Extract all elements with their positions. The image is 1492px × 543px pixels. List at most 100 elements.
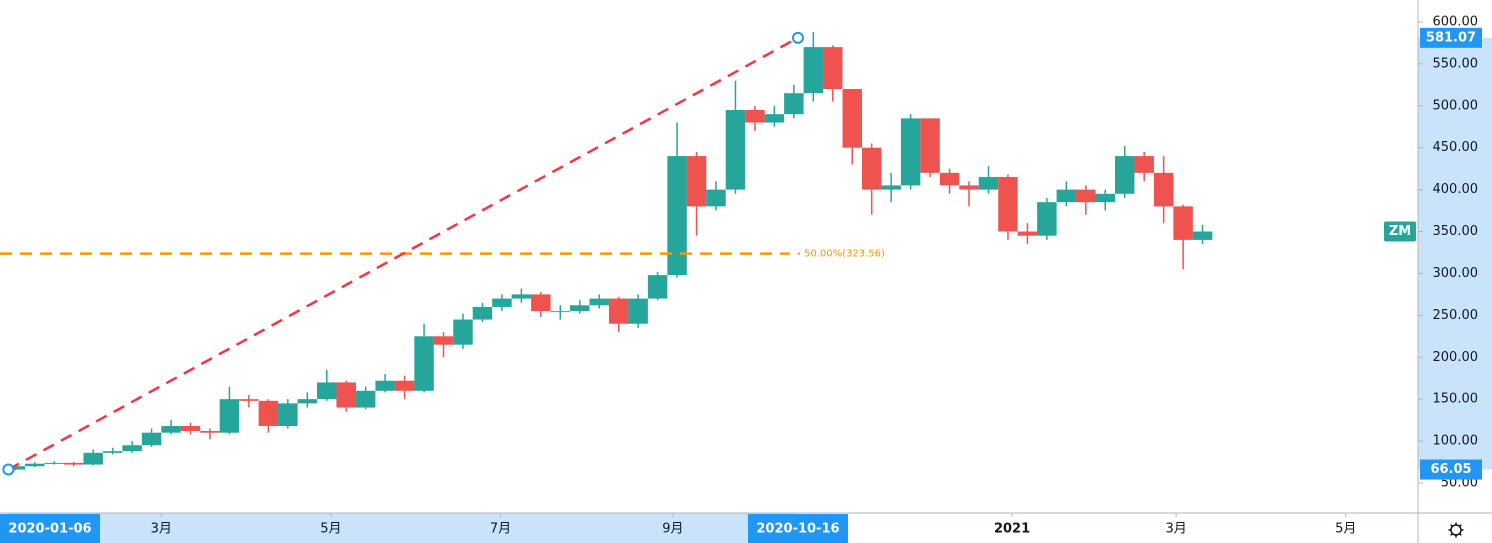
date-label-box [0, 514, 100, 543]
x-tick-label: 2021 [994, 522, 1030, 537]
candle-body [219, 399, 240, 433]
x-tick-label: 5月 [1335, 522, 1356, 537]
candle-body [570, 305, 590, 312]
y-tick-label: 550.00 [1433, 56, 1479, 71]
candle-body [550, 311, 571, 313]
trend-handle [2, 463, 15, 476]
date-label-box [747, 514, 848, 543]
candle-body [472, 306, 493, 320]
candle-body [258, 400, 279, 426]
candle-body [394, 380, 415, 391]
candle-body [686, 156, 707, 207]
candle-body [102, 451, 123, 453]
candle-body [141, 432, 162, 446]
price-label: 66.05 [1430, 462, 1471, 477]
candle-body [978, 177, 999, 190]
symbol-tag-box [1384, 221, 1416, 242]
y-tick-label: 200.00 [1433, 350, 1479, 365]
candle-body [900, 118, 921, 186]
candle-body [959, 185, 979, 190]
candle-body [180, 425, 201, 432]
candle-body [1134, 156, 1154, 173]
y-tick-label: 250.00 [1433, 308, 1479, 323]
candle-body [1076, 189, 1096, 203]
candle-body [531, 294, 551, 312]
candle-body [414, 336, 434, 391]
y-tick-label: 100.00 [1433, 434, 1479, 449]
candle-body [725, 109, 746, 190]
candle-body [706, 189, 726, 207]
candle-body [1056, 189, 1077, 203]
candle-body [803, 47, 824, 94]
candle-body [492, 298, 512, 307]
candle-body [920, 118, 940, 173]
candle-body [336, 382, 356, 408]
gear-tooth [1450, 533, 1453, 536]
candle-body [83, 452, 103, 465]
candle-body [1095, 193, 1115, 203]
candle-body [1192, 231, 1213, 240]
candle-body [842, 89, 862, 148]
date-label: 2020-01-06 [8, 522, 91, 537]
x-tick-label: 3月 [1165, 522, 1186, 537]
candle-body [5, 466, 26, 470]
y-tick-label: 500.00 [1433, 98, 1479, 113]
candle-body [63, 462, 84, 465]
price-label: 581.07 [1426, 30, 1476, 45]
candle-body [667, 156, 687, 276]
candle-body [297, 399, 318, 404]
candle-body [375, 380, 395, 391]
gear-ring [1450, 524, 1462, 536]
gear-tooth [1459, 533, 1462, 536]
candle-body [25, 463, 45, 467]
candle-body [628, 298, 648, 324]
candle-body [433, 336, 454, 345]
candle-body [861, 147, 882, 190]
x-tick-label: 5月 [320, 522, 341, 537]
x-tick-label: 3月 [151, 522, 172, 537]
y-tick-label: 350.00 [1433, 224, 1479, 239]
candle-body [939, 172, 960, 186]
candle-body [44, 462, 64, 464]
candle-body [355, 390, 376, 408]
candle-body [647, 275, 668, 299]
candle-body [745, 109, 765, 123]
price-label-box [1420, 27, 1482, 48]
candle-body [608, 298, 629, 324]
y-tick-label: 400.00 [1433, 182, 1479, 197]
candle-body [764, 114, 785, 123]
candle-body [453, 319, 473, 345]
candle-body [823, 47, 843, 90]
candle-body [511, 294, 532, 299]
x-tick-label: 7月 [490, 522, 511, 537]
y-tick-label: 150.00 [1433, 392, 1479, 407]
candle-body [278, 403, 298, 426]
candle-body [589, 298, 609, 306]
price-label-box [1420, 459, 1482, 480]
candle-body [1017, 231, 1038, 236]
candle-body [784, 93, 804, 115]
symbol-tag: ZM [1389, 224, 1411, 239]
trend-line [7, 36, 799, 471]
axis-highlight [1418, 37, 1492, 470]
fib-label: 50.00%(323.56) [804, 249, 885, 260]
candle-body [161, 425, 181, 433]
candle-body [881, 185, 901, 190]
candle-body [200, 431, 220, 433]
candle-body [122, 445, 142, 452]
axis-highlight [8, 513, 798, 543]
candle-body [239, 399, 259, 401]
y-tick-label: 450.00 [1433, 140, 1479, 155]
x-tick-label: 9月 [662, 522, 683, 537]
candle-body [998, 177, 1018, 232]
candle-body [1173, 206, 1193, 240]
y-tick-label: 600.00 [1433, 14, 1479, 29]
candle-body [1037, 202, 1057, 236]
y-tick-label: 300.00 [1433, 266, 1479, 281]
gear-tooth [1450, 524, 1453, 527]
settings-button[interactable] [1448, 522, 1464, 538]
candle-body [317, 382, 337, 400]
candle-body [1114, 156, 1135, 194]
trend-handle [791, 31, 804, 44]
